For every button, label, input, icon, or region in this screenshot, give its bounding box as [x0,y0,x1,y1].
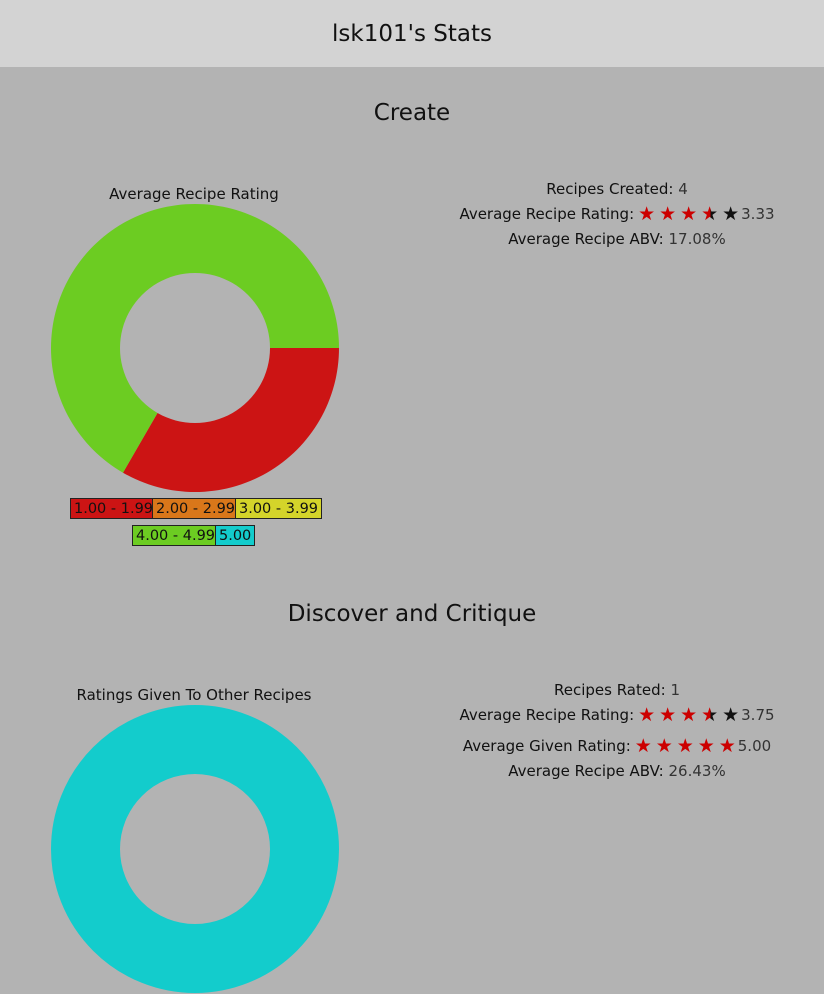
create-stats: Recipes Created: 4 Average Recipe Rating… [440,177,794,252]
critique-chart-title: Ratings Given To Other Recipes [76,686,312,704]
star-icon: ★ [697,735,715,757]
star-icon: ★ [676,735,694,757]
star-icon: ★ [680,203,698,225]
recipes-created-label: Recipes Created: [546,180,674,198]
avg-given-rating-label: Average Given Rating: [462,737,631,755]
critique-rating-donut [51,705,339,993]
critique-section-title: Discover and Critique [287,601,537,627]
recipes-rated-label: Recipes Rated: [553,681,666,699]
legend-item-5: 5.00 [215,525,256,546]
recipes-rated-value: 1 [670,681,681,699]
critique-avg-rating-stat: Average Recipe Rating: ★ ★ ★ ★ ★ 3.75 [440,703,794,728]
star-icon: ★ [701,704,719,726]
create-avg-rating-stat: Average Recipe Rating: ★ ★ ★ ★ ★ 3.33 [440,202,794,227]
star-icon: ★ [659,704,677,726]
star-icon: ★ [722,203,740,225]
create-rating-donut [51,203,339,492]
critique-avg-abv-stat: Average Recipe ABV: 26.43% [440,759,794,784]
star-rating: ★ ★ ★ ★ ★ [636,203,741,228]
star-icon: ★ [638,704,656,726]
star-icon: ★ [722,704,740,726]
star-icon: ★ [655,735,673,757]
star-icon: ★ [680,704,698,726]
star-icon: ★ [634,735,652,757]
donut-slice-5-00 [51,705,339,993]
create-avg-abv-stat: Average Recipe ABV: 17.08% [440,227,794,252]
create-avg-rating-label: Average Recipe Rating: [459,205,635,223]
create-avg-rating-value: 3.33 [741,205,775,223]
critique-avg-abv-value: 26.43% [668,762,726,780]
donut-slice-1-00-1-99 [123,348,339,492]
legend-item-2: 2.00 - 2.99 [152,498,240,519]
recipes-created-value: 4 [678,180,688,198]
star-rating: ★ ★ ★ ★ ★ [633,735,738,760]
create-section-title: Create [373,100,451,126]
legend-item-4: 4.00 - 4.99 [132,525,220,546]
legend-item-3: 3.00 - 3.99 [235,498,323,519]
recipes-rated-stat: Recipes Rated: 1 [440,678,794,703]
star-rating: ★ ★ ★ ★ ★ [636,704,741,729]
create-avg-abv-value: 17.08% [668,230,726,248]
create-avg-abv-label: Average Recipe ABV: [508,230,664,248]
star-icon: ★ [701,203,719,225]
critique-stats: Recipes Rated: 1 Average Recipe Rating: ★… [440,678,794,784]
critique-avg-rating-value: 3.75 [741,706,775,724]
page-title: lsk101's Stats [332,20,492,47]
avg-given-rating-stat: Average Given Rating: ★ ★ ★ ★ ★ 5.00 [440,734,794,759]
star-icon: ★ [659,203,677,225]
page-header: lsk101's Stats [0,0,824,67]
recipes-created-stat: Recipes Created: 4 [440,177,794,202]
star-icon: ★ [638,203,656,225]
critique-avg-rating-label: Average Recipe Rating: [459,706,635,724]
star-icon: ★ [718,735,736,757]
donut-slice-4-00-4-99 [51,203,339,473]
legend-item-1: 1.00 - 1.99 [70,498,158,519]
avg-given-rating-value: 5.00 [737,737,772,755]
create-chart-title: Average Recipe Rating [109,185,279,203]
critique-avg-abv-label: Average Recipe ABV: [508,762,664,780]
